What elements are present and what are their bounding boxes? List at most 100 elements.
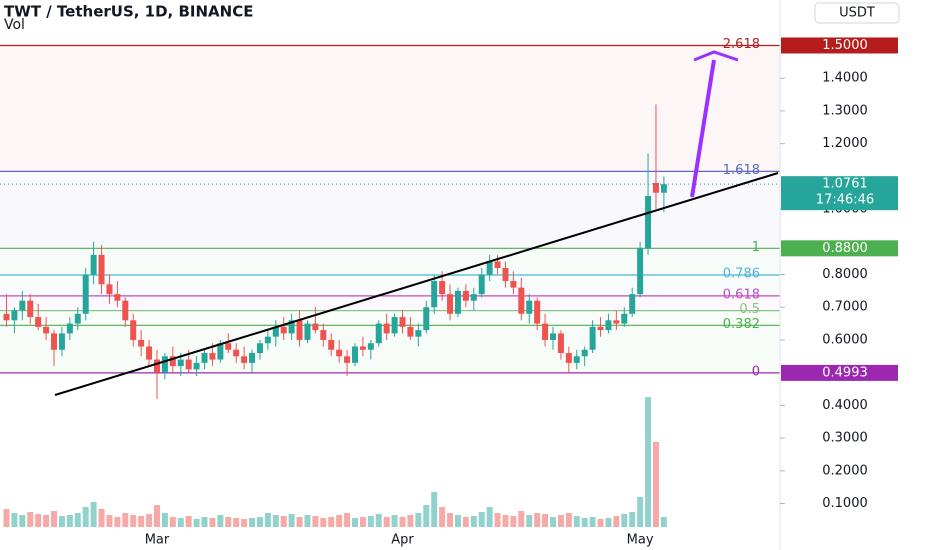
volume-bar bbox=[557, 515, 564, 527]
volume-bar bbox=[153, 505, 160, 527]
fib-label: 0.618 bbox=[723, 287, 760, 302]
volume-bar bbox=[209, 518, 216, 527]
currency-label[interactable]: USDT bbox=[839, 6, 875, 21]
volume-bar bbox=[637, 497, 644, 527]
candle-body bbox=[407, 326, 414, 337]
fib-band bbox=[0, 275, 780, 296]
candle-body bbox=[565, 353, 572, 363]
y-tick-label: 0.6000 bbox=[822, 332, 868, 347]
candle-body bbox=[169, 356, 176, 367]
volume-bar bbox=[367, 516, 374, 527]
volume-bar bbox=[470, 516, 477, 527]
candle-body bbox=[288, 320, 295, 334]
candle-body bbox=[454, 290, 461, 314]
volume-bar bbox=[510, 516, 517, 527]
candle-body bbox=[98, 254, 105, 285]
volume-bar bbox=[35, 514, 42, 527]
volume-bar bbox=[399, 517, 406, 527]
candle-body bbox=[51, 333, 58, 350]
volume-bar bbox=[233, 518, 240, 527]
candle-body bbox=[304, 323, 311, 340]
candle-body bbox=[296, 320, 303, 340]
volume-bar bbox=[375, 514, 382, 527]
volume-bar bbox=[58, 516, 65, 527]
volume-bar bbox=[169, 517, 176, 527]
candle-body bbox=[241, 356, 248, 363]
candle-body bbox=[249, 353, 256, 363]
candle-body bbox=[90, 254, 97, 275]
candle-body bbox=[415, 330, 422, 337]
volume-bar bbox=[66, 515, 73, 527]
fib-label: 0 bbox=[752, 364, 760, 379]
y-tick-label: 1.2000 bbox=[822, 136, 868, 151]
candle-body bbox=[177, 359, 184, 367]
volume-bar bbox=[542, 514, 549, 527]
volume-bar bbox=[264, 513, 271, 527]
price-tag-label: 0.4993 bbox=[822, 365, 868, 380]
x-tick-label: May bbox=[627, 533, 654, 548]
volume-bar bbox=[288, 514, 295, 527]
volume-bar bbox=[502, 515, 509, 527]
candle-body bbox=[256, 343, 263, 354]
volume-bar bbox=[431, 492, 438, 527]
candle-body bbox=[27, 300, 34, 318]
candle-body bbox=[11, 310, 18, 321]
volume-bar bbox=[589, 517, 596, 527]
volume-bar bbox=[122, 513, 129, 527]
candle-body bbox=[573, 356, 580, 363]
volume-bar bbox=[43, 515, 50, 527]
volume-bar bbox=[249, 518, 256, 527]
volume-bar bbox=[415, 513, 422, 527]
volume-bar bbox=[225, 517, 232, 527]
volume-bar bbox=[518, 511, 525, 527]
candle-body bbox=[542, 323, 549, 340]
volume-bar bbox=[565, 513, 572, 527]
candle-body bbox=[225, 343, 232, 350]
volume-bar bbox=[550, 517, 557, 527]
volume-bar bbox=[328, 517, 335, 527]
price-tag-label: 1.0761 bbox=[822, 177, 868, 192]
volume-bar bbox=[312, 516, 319, 527]
currency-button[interactable] bbox=[814, 2, 900, 24]
candle-body bbox=[391, 317, 398, 334]
candle-body bbox=[43, 326, 50, 334]
fib-label: 1.618 bbox=[723, 163, 760, 178]
volume-bar bbox=[407, 515, 414, 527]
volume-bar bbox=[526, 515, 533, 527]
volume-bar bbox=[605, 518, 612, 527]
fib-band bbox=[0, 310, 780, 326]
x-tick-label: Apr bbox=[391, 533, 414, 548]
candle-body bbox=[264, 336, 271, 344]
price-tag bbox=[781, 240, 898, 257]
candle-body bbox=[502, 267, 509, 282]
candle-body bbox=[114, 294, 121, 301]
fib-label: 0.382 bbox=[723, 317, 760, 332]
candle-body bbox=[621, 313, 628, 324]
candle-body bbox=[328, 339, 335, 350]
candle-body bbox=[652, 182, 659, 193]
fib-label: 2.618 bbox=[723, 37, 760, 52]
price-tag bbox=[781, 37, 898, 54]
subtitle: Vol bbox=[4, 17, 25, 33]
price-axis: 0.1000 0.2000 0.3000 0.4000 0.6000 0.7000 0.80… bbox=[780, 37, 898, 511]
price-tag bbox=[781, 176, 898, 211]
candle-body bbox=[439, 281, 446, 295]
countdown: 17:46:46 bbox=[816, 193, 874, 208]
y-tick-label: 0.1000 bbox=[822, 496, 868, 511]
fib-band bbox=[0, 248, 780, 275]
x-tick-label: Mar bbox=[145, 533, 170, 548]
price-tag bbox=[781, 364, 898, 381]
arrow-shaft bbox=[690, 59, 716, 198]
volume-bar bbox=[621, 514, 628, 527]
candle-body bbox=[605, 320, 612, 331]
y-tick-label: 0.2000 bbox=[822, 463, 868, 478]
volume-bar bbox=[11, 513, 18, 527]
volume-bar bbox=[629, 512, 636, 527]
y-tick-label: 1.3000 bbox=[822, 103, 868, 118]
candle-body bbox=[589, 326, 596, 350]
fib-band bbox=[0, 45, 780, 172]
volume-bar bbox=[19, 515, 26, 527]
fib-label: 0.786 bbox=[723, 267, 760, 282]
candle-body bbox=[486, 261, 493, 275]
